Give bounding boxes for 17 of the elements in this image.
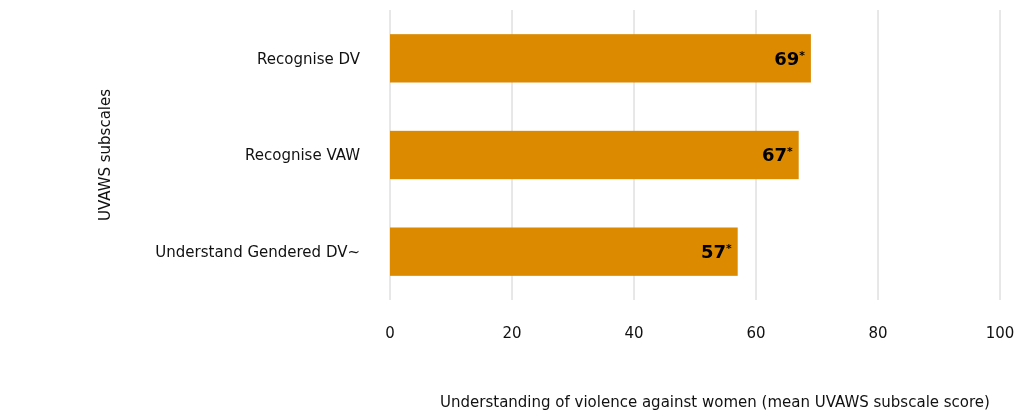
x-axis-title: Understanding of violence against women (mean UVAWS subscale score): [440, 393, 990, 411]
y-tick-label: Recognise VAW: [245, 146, 361, 165]
bar: [390, 34, 811, 83]
x-tick-label: 80: [868, 324, 888, 342]
data-label: 57$^{*}$: [700, 240, 733, 262]
x-tick-label: 20: [502, 324, 522, 342]
x-tick-label: 0: [385, 324, 395, 342]
y-axis-title: UVAWS subscales: [96, 88, 114, 222]
bar: [390, 227, 738, 276]
y-tick-label: Understand Gendered DV~: [155, 242, 360, 261]
bar: [390, 130, 799, 180]
x-tick-label: 100: [985, 324, 1015, 342]
data-label: 69$^{*}$: [774, 47, 806, 69]
data-label: 67$^{*}$: [761, 144, 794, 166]
x-tick-label: 60: [746, 324, 766, 342]
x-tick-label: 40: [624, 324, 644, 342]
y-tick-label: Recognise DV: [257, 49, 361, 68]
